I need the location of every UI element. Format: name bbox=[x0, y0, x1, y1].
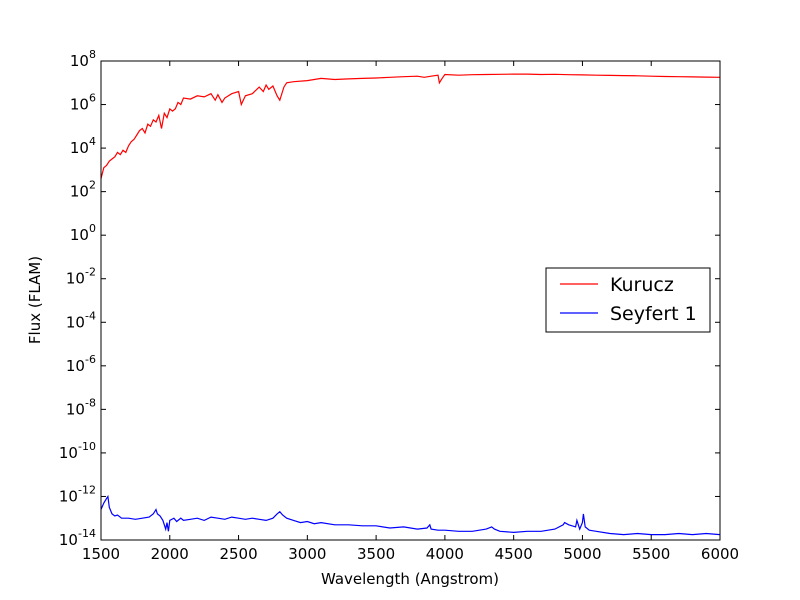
x-tick-label: 5000 bbox=[563, 545, 601, 563]
x-tick-label: 5500 bbox=[632, 545, 670, 563]
series-layer bbox=[100, 73, 721, 536]
y-tick-label: 106 bbox=[70, 92, 96, 114]
x-tick-label: 6000 bbox=[701, 545, 739, 563]
y-axis-label: Flux (FLAM) bbox=[26, 256, 44, 344]
legend-frame bbox=[545, 267, 711, 333]
y-axis: 108 106 104 102 100 10-2 10-4 10-6 10-8 10-10 10-1… bbox=[59, 48, 720, 549]
y-tick-label: 10-8 bbox=[66, 396, 96, 418]
x-tick-label: 2500 bbox=[219, 545, 257, 563]
x-tick-label: 4000 bbox=[426, 545, 464, 563]
legend-label-kurucz: Kurucz bbox=[610, 274, 674, 296]
x-tick-label: 2000 bbox=[151, 545, 189, 563]
y-tick-label: 10-12 bbox=[59, 483, 96, 505]
y-tick-label: 104 bbox=[70, 135, 96, 157]
x-axis: 1500 2000 2500 3000 3500 4000 4500 5000 5500 6000 bbox=[82, 61, 739, 563]
x-tick-label: 3500 bbox=[357, 545, 395, 563]
x-axis-label: Wavelength (Angstrom) bbox=[321, 570, 499, 588]
y-tick-label: 10-4 bbox=[66, 309, 96, 331]
legend: Kurucz Seyfert 1 bbox=[545, 267, 711, 333]
legend-label-seyfert-1: Seyfert 1 bbox=[610, 303, 697, 325]
y-tick-label: 102 bbox=[70, 179, 96, 201]
y-tick-label: 10-2 bbox=[66, 266, 96, 288]
y-tick-label: 108 bbox=[70, 48, 96, 70]
x-tick-label: 3000 bbox=[288, 545, 326, 563]
x-tick-label: 4500 bbox=[495, 545, 533, 563]
y-tick-label: 10-10 bbox=[59, 440, 96, 462]
plot-frame bbox=[100, 60, 721, 541]
y-tick-label: 100 bbox=[70, 222, 96, 244]
y-tick-label: 10-6 bbox=[66, 353, 96, 375]
y-tick-label: 10-14 bbox=[59, 527, 96, 549]
series-line-kurucz bbox=[100, 73, 721, 179]
x-tick-label: 1500 bbox=[82, 545, 120, 563]
series-line-seyfert-1 bbox=[100, 494, 721, 536]
